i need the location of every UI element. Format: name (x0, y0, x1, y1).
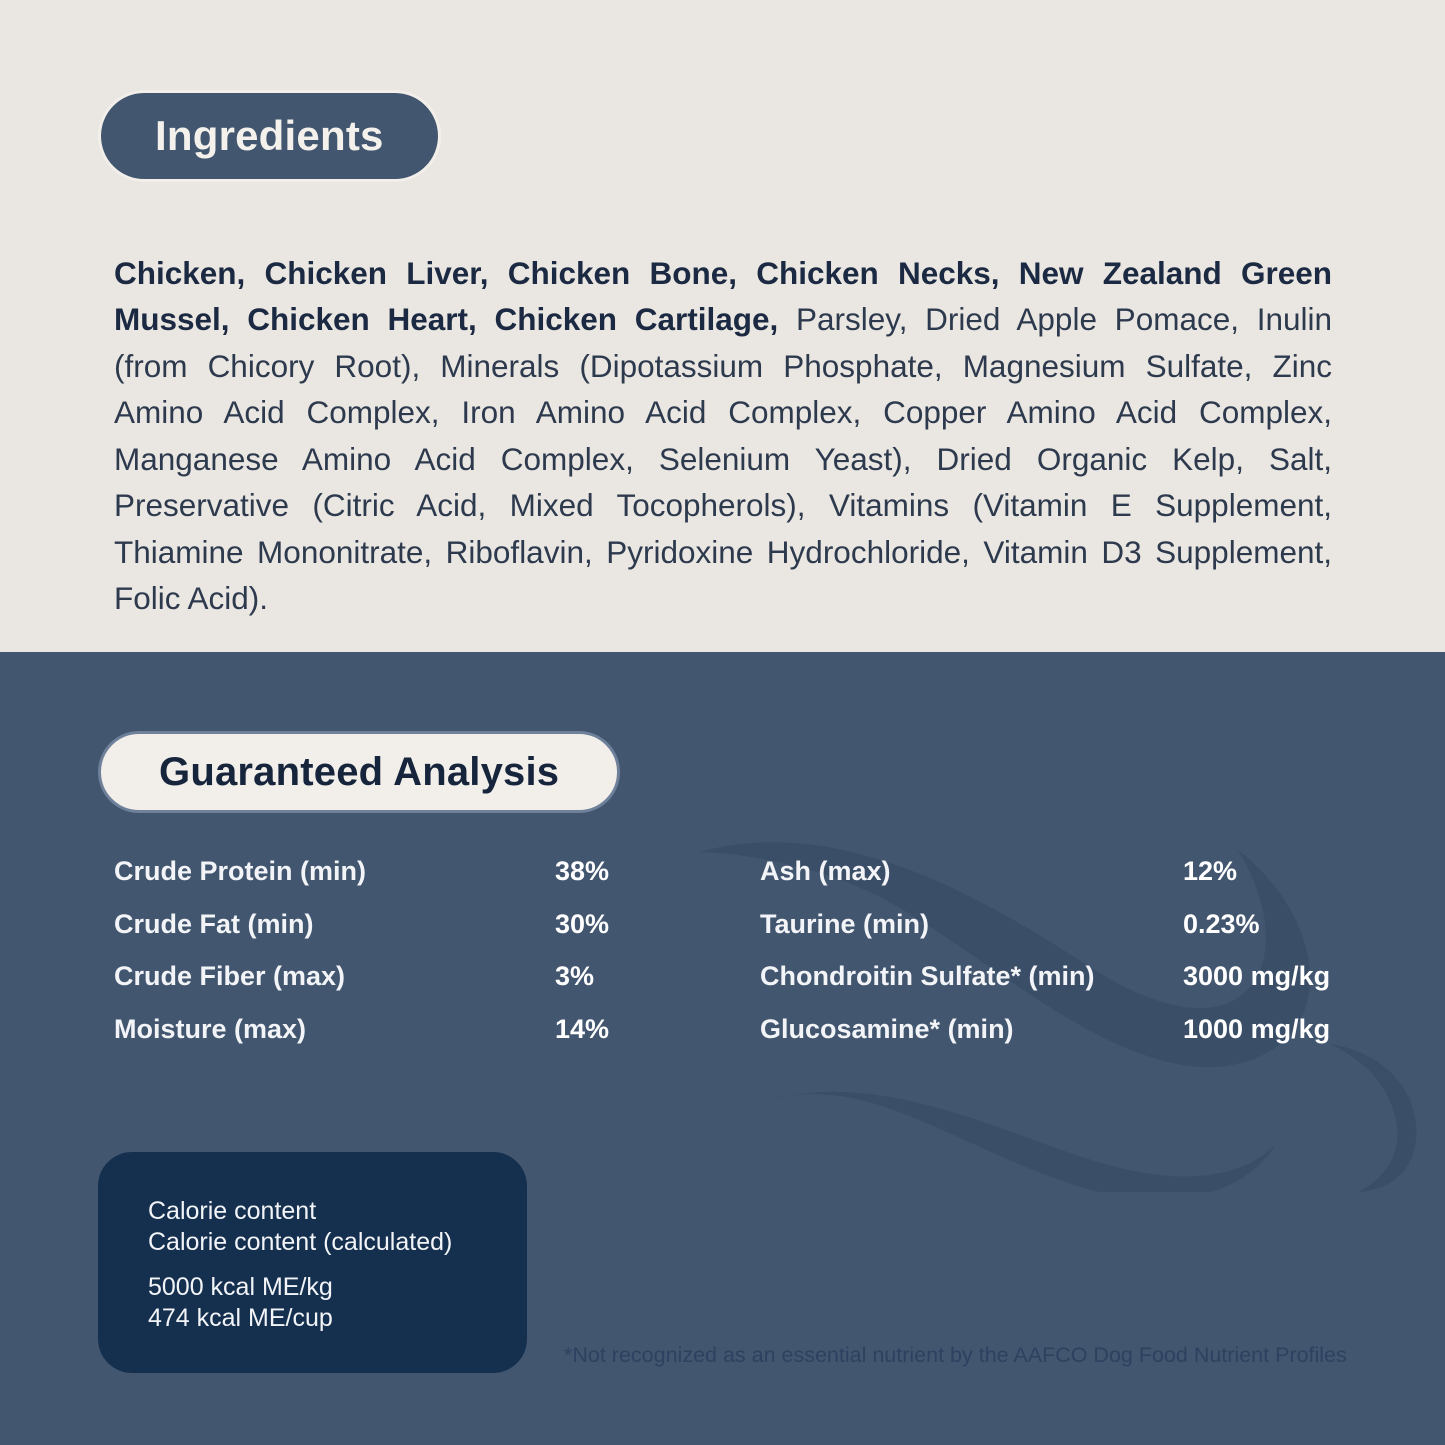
ingredients-text: Chicken, Chicken Liver, Chicken Bone, Ch… (114, 250, 1332, 622)
analysis-column-right: Ash (max) 12% Taurine (min) 0.23% Chondr… (760, 856, 1420, 1066)
table-row: Ash (max) 12% (760, 856, 1420, 909)
analysis-label: Ash (max) (760, 856, 891, 886)
analysis-column-left: Crude Protein (min) 38% Crude Fat (min) … (114, 856, 734, 1066)
analysis-value: 3000 mg/kg (1183, 961, 1331, 991)
analysis-value: 1000 mg/kg (1183, 1013, 1331, 1044)
analysis-value: 12% (1183, 856, 1238, 886)
table-row: Crude Protein (min) 38% (114, 856, 734, 909)
table-row: Glucosamine* (min) 1000 mg/kg (760, 1014, 1420, 1067)
ingredients-heading-pill: Ingredients (98, 90, 441, 182)
analysis-value: 0.23% (1183, 908, 1260, 939)
ingredients-secondary-text: Parsley, Dried Apple Pomace, Inulin (fro… (114, 301, 1333, 616)
calorie-per-cup: 474 kcal ME/cup (148, 1304, 333, 1332)
ingredients-section: Ingredients Chicken, Chicken Liver, Chic… (0, 0, 1445, 652)
analysis-label: Glucosamine* (min) (760, 1013, 1014, 1044)
analysis-label: Crude Fat (min) (114, 908, 314, 939)
analysis-label: Crude Protein (min) (114, 856, 367, 886)
analysis-value: 3% (555, 961, 595, 991)
ingredients-heading-label: Ingredients (155, 112, 384, 159)
analysis-label: Moisture (max) (114, 1013, 307, 1044)
analysis-value: 14% (555, 1013, 610, 1044)
analysis-label: Chondroitin Sulfate* (min) (760, 961, 1095, 991)
table-row: Taurine (min) 0.23% (760, 909, 1420, 962)
table-row: Moisture (max) 14% (114, 1014, 734, 1067)
guaranteed-analysis-section: Guaranteed Analysis Crude Protein (min) … (0, 652, 1445, 1445)
table-row: Crude Fiber (max) 3% (114, 961, 734, 1014)
analysis-label: Taurine (min) (760, 908, 930, 939)
table-row: Chondroitin Sulfate* (min) 3000 mg/kg (760, 961, 1420, 1014)
analysis-value: 30% (555, 908, 610, 939)
table-row: Crude Fat (min) 30% (114, 909, 734, 962)
analysis-heading-label: Guaranteed Analysis (159, 750, 560, 794)
calorie-content-box: Calorie content Calorie content (calcula… (98, 1152, 527, 1373)
analysis-value: 38% (555, 856, 610, 886)
calorie-per-kg: 5000 kcal ME/kg (148, 1273, 333, 1301)
analysis-heading-pill: Guaranteed Analysis (98, 731, 621, 813)
calorie-content-calculated-title: Calorie content (calculated) (148, 1228, 453, 1256)
calorie-content-title: Calorie content (148, 1197, 317, 1225)
calorie-spacer (148, 1258, 527, 1272)
aafco-footnote: *Not recognized as an essential nutrient… (564, 1343, 1347, 1367)
ingredients-primary-text: Chicken, Chicken Liver, Chicken Bone, Ch… (114, 254, 1332, 338)
analysis-label: Crude Fiber (max) (114, 961, 346, 991)
